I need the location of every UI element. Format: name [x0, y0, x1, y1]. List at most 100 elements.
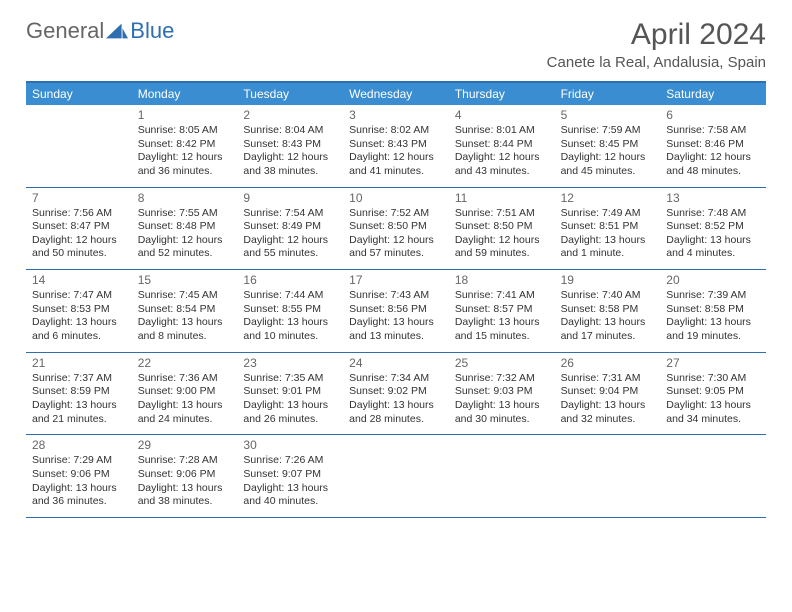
day-number: 6	[666, 108, 760, 122]
weekday-header: Saturday	[660, 83, 766, 105]
day-number: 25	[455, 356, 549, 370]
day-cell	[26, 105, 132, 187]
sunrise-line: Sunrise: 7:40 AM	[561, 289, 655, 303]
sunset-line: Sunset: 8:43 PM	[349, 138, 443, 152]
sunrise-line: Sunrise: 7:49 AM	[561, 207, 655, 221]
day-cell: 13Sunrise: 7:48 AMSunset: 8:52 PMDayligh…	[660, 188, 766, 270]
week-row: 21Sunrise: 7:37 AMSunset: 8:59 PMDayligh…	[26, 353, 766, 436]
day-cell: 26Sunrise: 7:31 AMSunset: 9:04 PMDayligh…	[555, 353, 661, 435]
day-cell: 24Sunrise: 7:34 AMSunset: 9:02 PMDayligh…	[343, 353, 449, 435]
day-cell	[555, 435, 661, 517]
day-cell: 15Sunrise: 7:45 AMSunset: 8:54 PMDayligh…	[132, 270, 238, 352]
daylight-line: Daylight: 12 hours and 45 minutes.	[561, 151, 655, 178]
day-number: 1	[138, 108, 232, 122]
daylight-line: Daylight: 12 hours and 57 minutes.	[349, 234, 443, 261]
sunrise-line: Sunrise: 7:28 AM	[138, 454, 232, 468]
day-cell: 21Sunrise: 7:37 AMSunset: 8:59 PMDayligh…	[26, 353, 132, 435]
daylight-line: Daylight: 13 hours and 28 minutes.	[349, 399, 443, 426]
sunrise-line: Sunrise: 8:05 AM	[138, 124, 232, 138]
weekday-header: Wednesday	[343, 83, 449, 105]
sunset-line: Sunset: 8:58 PM	[561, 303, 655, 317]
sunrise-line: Sunrise: 7:29 AM	[32, 454, 126, 468]
location: Canete la Real, Andalusia, Spain	[547, 54, 766, 71]
day-number: 23	[243, 356, 337, 370]
day-number: 2	[243, 108, 337, 122]
day-number: 18	[455, 273, 549, 287]
day-cell: 9Sunrise: 7:54 AMSunset: 8:49 PMDaylight…	[237, 188, 343, 270]
sunrise-line: Sunrise: 7:30 AM	[666, 372, 760, 386]
daylight-line: Daylight: 12 hours and 43 minutes.	[455, 151, 549, 178]
day-number: 19	[561, 273, 655, 287]
day-number: 17	[349, 273, 443, 287]
day-number: 26	[561, 356, 655, 370]
day-cell	[660, 435, 766, 517]
day-number: 30	[243, 438, 337, 452]
day-cell: 2Sunrise: 8:04 AMSunset: 8:43 PMDaylight…	[237, 105, 343, 187]
day-cell: 10 Sunrise: 7:52 AMSunset: 8:50 PMDayligh…	[343, 188, 449, 270]
sunset-line: Sunset: 8:48 PM	[138, 220, 232, 234]
daylight-line: Daylight: 12 hours and 50 minutes.	[32, 234, 126, 261]
sunset-line: Sunset: 8:55 PM	[243, 303, 337, 317]
daylight-line: Daylight: 13 hours and 40 minutes.	[243, 482, 337, 509]
day-number: 27	[666, 356, 760, 370]
day-cell: 30Sunrise: 7:26 AMSunset: 9:07 PMDayligh…	[237, 435, 343, 517]
sunset-line: Sunset: 9:03 PM	[455, 385, 549, 399]
day-number: 9	[243, 191, 337, 205]
sunrise-line: Sunrise: 7:37 AM	[32, 372, 126, 386]
weekday-header: Tuesday	[237, 83, 343, 105]
day-number: 4	[455, 108, 549, 122]
sunset-line: Sunset: 9:02 PM	[349, 385, 443, 399]
sunset-line: Sunset: 9:06 PM	[138, 468, 232, 482]
daylight-line: Daylight: 12 hours and 38 minutes.	[243, 151, 337, 178]
day-cell: 17Sunrise: 7:43 AMSunset: 8:56 PMDayligh…	[343, 270, 449, 352]
day-cell: 4 Sunrise: 8:01 AMSunset: 8:44 PMDaylight…	[449, 105, 555, 187]
calendar: SundayMondayTuesdayWednesdayThursdayFrid…	[26, 81, 766, 518]
day-cell: 11Sunrise: 7:51 AMSunset: 8:50 PMDayligh…	[449, 188, 555, 270]
sunrise-line: Sunrise: 7:55 AM	[138, 207, 232, 221]
day-number: 14	[32, 273, 126, 287]
title-block: April 2024 Canete la Real, Andalusia, Sp…	[547, 18, 766, 71]
weekday-header: Monday	[132, 83, 238, 105]
day-number: 10	[349, 191, 443, 205]
day-number: 5	[561, 108, 655, 122]
day-cell: 29Sunrise: 7:28 AMSunset: 9:06 PMDayligh…	[132, 435, 238, 517]
sunrise-line: Sunrise: 7:51 AM	[455, 207, 549, 221]
day-number: 11	[455, 191, 549, 205]
day-cell: 19Sunrise: 7:40 AMSunset: 8:58 PMDayligh…	[555, 270, 661, 352]
day-cell: 5Sunrise: 7:59 AMSunset: 8:45 PMDaylight…	[555, 105, 661, 187]
daylight-line: Daylight: 12 hours and 59 minutes.	[455, 234, 549, 261]
logo-triangle-icon	[106, 23, 128, 39]
weekday-header-row: SundayMondayTuesdayWednesdayThursdayFrid…	[26, 83, 766, 105]
daylight-line: Daylight: 12 hours and 36 minutes.	[138, 151, 232, 178]
header: General Blue April 2024 Canete la Real, …	[26, 18, 766, 71]
logo-text-general: General	[26, 18, 104, 44]
sunrise-line: Sunrise: 7:48 AM	[666, 207, 760, 221]
daylight-line: Daylight: 12 hours and 48 minutes.	[666, 151, 760, 178]
sunset-line: Sunset: 9:00 PM	[138, 385, 232, 399]
sunrise-line: Sunrise: 8:02 AM	[349, 124, 443, 138]
sunrise-line: Sunrise: 7:31 AM	[561, 372, 655, 386]
sunrise-line: Sunrise: 7:36 AM	[138, 372, 232, 386]
week-row: 1Sunrise: 8:05 AMSunset: 8:42 PMDaylight…	[26, 105, 766, 188]
daylight-line: Daylight: 13 hours and 13 minutes.	[349, 316, 443, 343]
month-title: April 2024	[547, 18, 766, 52]
day-number: 28	[32, 438, 126, 452]
day-number: 12	[561, 191, 655, 205]
day-number: 3	[349, 108, 443, 122]
sunset-line: Sunset: 8:57 PM	[455, 303, 549, 317]
sunrise-line: Sunrise: 7:45 AM	[138, 289, 232, 303]
daylight-line: Daylight: 13 hours and 1 minute.	[561, 234, 655, 261]
weekday-header: Sunday	[26, 83, 132, 105]
weekday-header: Thursday	[449, 83, 555, 105]
sunrise-line: Sunrise: 8:01 AM	[455, 124, 549, 138]
sunset-line: Sunset: 8:44 PM	[455, 138, 549, 152]
sunrise-line: Sunrise: 7:52 AM	[349, 207, 443, 221]
day-cell: 22Sunrise: 7:36 AMSunset: 9:00 PMDayligh…	[132, 353, 238, 435]
sunrise-line: Sunrise: 7:39 AM	[666, 289, 760, 303]
sunrise-line: Sunrise: 7:54 AM	[243, 207, 337, 221]
sunset-line: Sunset: 8:50 PM	[349, 220, 443, 234]
logo-text-blue: Blue	[130, 18, 174, 44]
day-number: 22	[138, 356, 232, 370]
day-cell	[343, 435, 449, 517]
sunset-line: Sunset: 9:06 PM	[32, 468, 126, 482]
